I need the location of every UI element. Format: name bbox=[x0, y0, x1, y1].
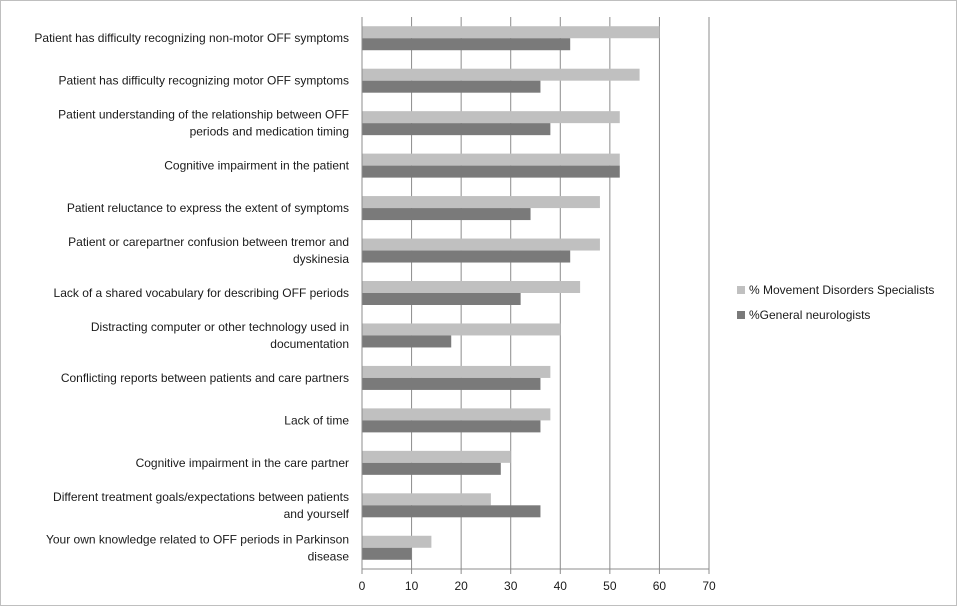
legend: % Movement Disorders Specialists %General… bbox=[737, 283, 934, 322]
category-label: Different treatment goals/expectations b… bbox=[53, 490, 350, 521]
bar-general-neurologists bbox=[362, 80, 541, 93]
x-tick-label: 70 bbox=[702, 579, 716, 593]
x-tick-label: 30 bbox=[504, 579, 518, 593]
category-label: Patient reluctance to express the extent… bbox=[67, 201, 349, 215]
bar-movement-disorders-specialists bbox=[362, 111, 620, 124]
bar-movement-disorders-specialists bbox=[362, 281, 581, 293]
bar-movement-disorders-specialists bbox=[362, 238, 600, 251]
category-label: Lack of time bbox=[284, 413, 349, 427]
legend-swatch-general bbox=[737, 311, 745, 319]
bar-general-neurologists bbox=[362, 38, 571, 51]
x-tick-label: 40 bbox=[554, 579, 568, 593]
category-label: Patient has difficulty recognizing non-m… bbox=[34, 31, 349, 45]
bar-movement-disorders-specialists bbox=[362, 408, 551, 421]
bar-movement-disorders-specialists bbox=[362, 26, 660, 39]
x-tick-label: 0 bbox=[359, 579, 366, 593]
bar-general-neurologists bbox=[362, 505, 541, 518]
category-label: Patient or carepartner confusion between… bbox=[68, 235, 349, 266]
x-tick-label: 20 bbox=[454, 579, 468, 593]
legend-swatch-specialists bbox=[737, 286, 745, 294]
category-label: Patient has difficulty recognizing motor… bbox=[58, 74, 349, 88]
x-tick-label: 60 bbox=[653, 579, 667, 593]
bar-movement-disorders-specialists bbox=[362, 450, 511, 463]
category-label: Patient understanding of the relationshi… bbox=[58, 108, 349, 139]
category-labels: Patient has difficulty recognizing non-m… bbox=[34, 31, 349, 563]
bar-general-neurologists bbox=[362, 377, 541, 390]
bar-general-neurologists bbox=[362, 293, 521, 305]
bar-movement-disorders-specialists bbox=[362, 535, 432, 548]
category-label: Cognitive impairment in the care partner bbox=[136, 456, 349, 470]
bar-movement-disorders-specialists bbox=[362, 493, 491, 506]
x-tick-label: 10 bbox=[405, 579, 419, 593]
bar-movement-disorders-specialists bbox=[362, 153, 620, 166]
category-label: Distracting computer or other technology… bbox=[91, 320, 349, 351]
legend-label: %General neurologists bbox=[749, 308, 870, 322]
axes bbox=[361, 17, 710, 574]
bar-movement-disorders-specialists bbox=[362, 365, 551, 378]
bar-general-neurologists bbox=[362, 462, 501, 475]
bar-movement-disorders-specialists bbox=[362, 196, 600, 209]
bar-general-neurologists bbox=[362, 123, 551, 136]
category-label: Lack of a shared vocabulary for describi… bbox=[54, 286, 349, 300]
x-tick-labels: 0 10 20 30 40 50 60 70 bbox=[359, 579, 716, 593]
bar-general-neurologists bbox=[362, 208, 531, 221]
bar-general-neurologists bbox=[362, 420, 541, 433]
bar-general-neurologists bbox=[362, 335, 452, 348]
bar-general-neurologists bbox=[362, 547, 412, 560]
legend-label: % Movement Disorders Specialists bbox=[749, 283, 934, 297]
category-label: Cognitive impairment in the patient bbox=[164, 159, 349, 173]
category-label: Conflicting reports between patients and… bbox=[61, 371, 349, 385]
bar-general-neurologists bbox=[362, 250, 571, 263]
bars bbox=[362, 26, 660, 560]
bar-movement-disorders-specialists bbox=[362, 68, 640, 81]
x-tick-label: 50 bbox=[603, 579, 617, 593]
bar-general-neurologists bbox=[362, 165, 620, 178]
bar-movement-disorders-specialists bbox=[362, 323, 561, 336]
category-label: Your own knowledge related to OFF period… bbox=[46, 532, 349, 563]
